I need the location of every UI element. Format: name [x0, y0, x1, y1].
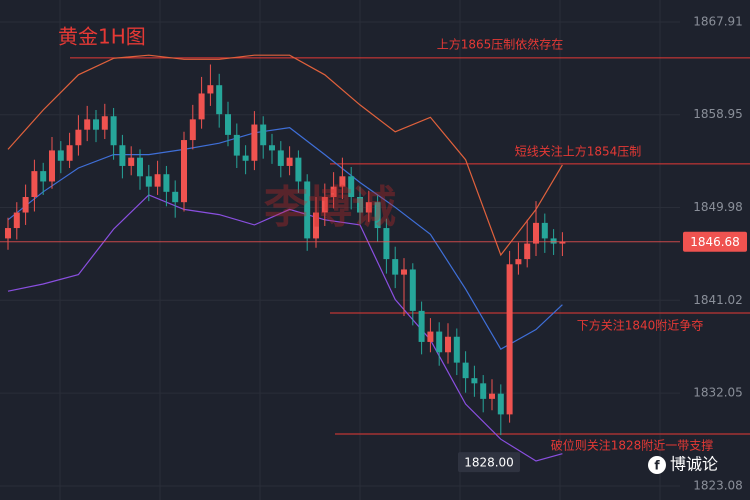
candle-body: [242, 155, 249, 161]
candle-body: [75, 129, 82, 146]
candle-body: [321, 196, 328, 213]
candle-body: [110, 116, 117, 146]
candle-body: [497, 393, 504, 415]
candle-body: [295, 157, 302, 182]
candle-body: [22, 196, 29, 213]
candle-body: [57, 150, 64, 161]
candle-body: [189, 119, 196, 141]
candle-body: [49, 150, 55, 182]
candle-body: [163, 174, 170, 192]
candle-body: [436, 331, 443, 353]
candle-body: [489, 393, 495, 399]
candle-body: [304, 181, 311, 239]
indicator-line: [7, 194, 563, 462]
candle-body: [427, 331, 434, 342]
indicator-line: [7, 54, 563, 257]
watermark: 李博诚: [264, 182, 396, 233]
candle-body: [480, 383, 487, 399]
candle-body: [84, 119, 91, 130]
candle-body: [207, 85, 214, 94]
candle-body: [233, 134, 240, 156]
candle-body: [198, 93, 205, 120]
candle-body: [93, 119, 99, 130]
candle-body: [506, 264, 513, 415]
candle-body: [40, 171, 47, 182]
candle-body: [101, 116, 108, 130]
candle-body: [533, 222, 539, 244]
candle-body: [445, 336, 451, 353]
candle-body: [418, 310, 425, 342]
candle-body: [251, 124, 258, 161]
candle-body: [313, 212, 319, 239]
price-tag-box: [683, 231, 747, 252]
candle-body: [181, 140, 187, 203]
candle-body: [559, 241, 566, 244]
candle-body: [145, 176, 152, 187]
y-tick-label: 1841.02: [693, 293, 743, 307]
annotation-text: 破位则关注1828附近一带支撑: [551, 438, 714, 453]
candle-body: [524, 243, 531, 260]
chart-title: 黄金1H图: [58, 25, 146, 49]
candle-body: [137, 157, 143, 177]
candle-body: [277, 150, 284, 166]
candle-body: [409, 269, 416, 311]
candle-body: [66, 145, 73, 161]
candle-body: [541, 222, 548, 239]
indicator-line: [7, 126, 563, 351]
low-label: 1828.00: [464, 456, 514, 470]
logo-glyph: f: [654, 459, 660, 473]
candle-body: [339, 176, 346, 187]
y-tick-label: 1823.08: [693, 479, 743, 493]
candle-body: [269, 145, 275, 151]
candle-body: [365, 202, 372, 213]
y-tick-label: 1849.98: [693, 200, 743, 214]
candle-body: [453, 336, 460, 363]
candle-body: [13, 212, 20, 229]
candle-body: [348, 176, 355, 197]
candle-body: [462, 362, 469, 379]
annotation-text: 上方1865压制依然存在: [437, 36, 564, 51]
candle-body: [128, 157, 135, 166]
candle-body: [401, 269, 407, 275]
candle-body: [383, 228, 390, 260]
y-tick-label: 1832.05: [693, 386, 743, 400]
low-label-box: [458, 452, 520, 473]
candle-body: [260, 124, 267, 146]
candle-body: [374, 202, 381, 229]
y-tick-label: 1858.95: [693, 107, 743, 121]
candle-body: [392, 259, 399, 275]
candle-body: [330, 186, 337, 197]
candle-body: [357, 196, 363, 213]
price-tag: 1846.68: [690, 235, 740, 249]
candle-body: [471, 378, 478, 384]
candle-body: [515, 259, 522, 265]
annotation-text: 短线关注上方1854压制: [515, 143, 642, 158]
annotation-text: 下方关注1840附近争夺: [577, 317, 704, 332]
candle-body: [31, 171, 38, 197]
y-tick-label: 1867.91: [693, 14, 743, 28]
candle-body: [286, 157, 293, 166]
logo-icon: [648, 456, 666, 474]
candle-body: [172, 191, 179, 203]
brand-logo: f 博诚论: [648, 455, 718, 474]
candle-body: [225, 114, 231, 135]
brand-name: 博诚论: [670, 455, 718, 474]
candle-body: [5, 228, 11, 239]
candle-body: [550, 238, 557, 244]
candle-body: [216, 85, 223, 115]
candle-body: [119, 145, 126, 166]
candle-body: [154, 174, 161, 187]
